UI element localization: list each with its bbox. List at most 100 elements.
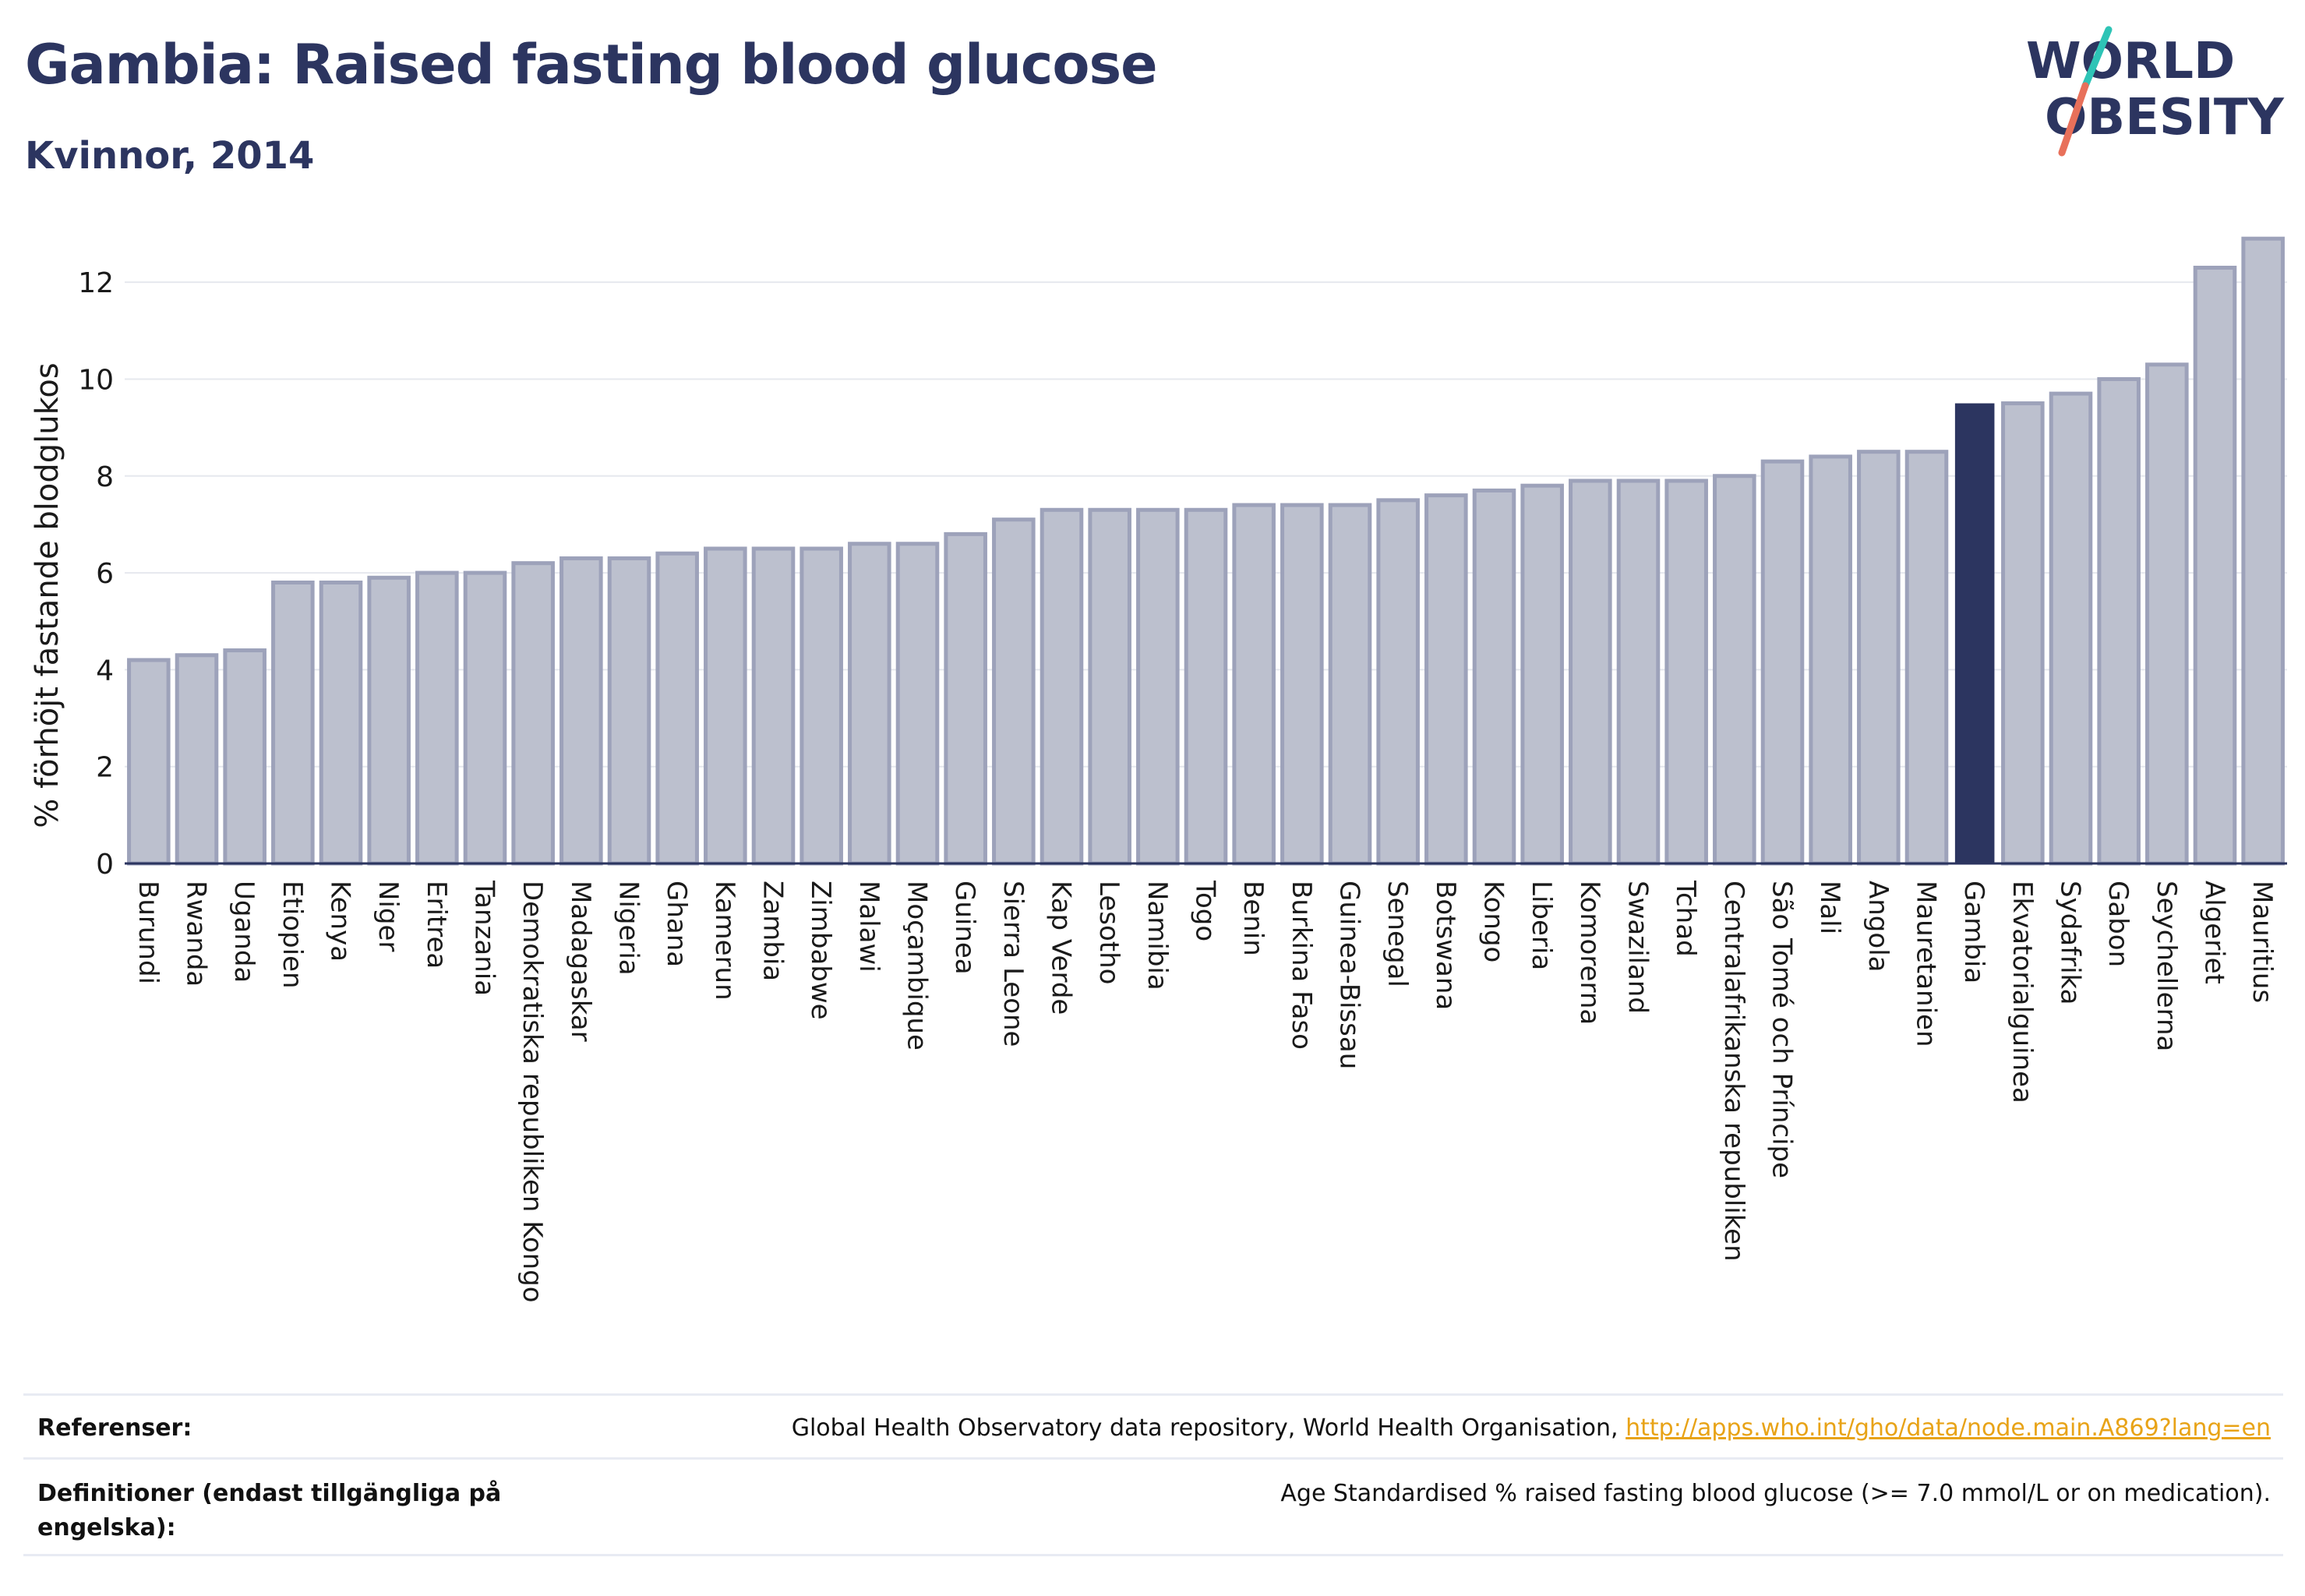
bar-sydafrika[interactable]	[2049, 391, 2093, 866]
bar-burkina-faso[interactable]	[1280, 503, 1324, 866]
bar-zambia[interactable]	[751, 546, 796, 866]
bar-togo[interactable]	[1184, 507, 1228, 866]
x-tick-label: Swaziland	[1622, 881, 1654, 1014]
x-tick-label: Senegal	[1382, 881, 1413, 987]
y-tick-label: 10	[78, 364, 114, 396]
bar-gabon[interactable]	[2097, 376, 2141, 866]
bar-kamerun[interactable]	[704, 546, 747, 866]
bar-madagaskar[interactable]	[559, 556, 603, 866]
bar-mauretanien[interactable]	[1904, 450, 1949, 866]
bar-swaziland[interactable]	[1616, 478, 1661, 866]
bar-niger[interactable]	[367, 575, 411, 866]
logo-slash-bottom	[2058, 82, 2089, 157]
bar-liberia[interactable]	[1520, 483, 1564, 866]
x-tick-label: Tanzania	[469, 880, 500, 996]
chart-subtitle: Kvinnor, 2014	[25, 134, 315, 178]
bar-sierra-leone[interactable]	[992, 517, 1036, 866]
bar-ekvatorialguinea[interactable]	[2001, 401, 2045, 866]
y-tick-label: 8	[96, 461, 114, 493]
bar-lesotho[interactable]	[1088, 507, 1131, 866]
bar-kenya[interactable]	[319, 581, 363, 866]
x-tick-label: Etiopien	[277, 881, 308, 989]
bar-rwanda[interactable]	[175, 653, 219, 866]
bar-guinea-bissau[interactable]	[1328, 503, 1372, 866]
x-tick-label: Burundi	[132, 881, 164, 984]
x-tick-label: Algeriet	[2199, 881, 2230, 984]
x-tick-label: Botswana	[1430, 881, 1461, 1010]
bar-demokratiska-republiken-kongo[interactable]	[511, 561, 555, 866]
bar-nigeria[interactable]	[607, 556, 651, 866]
y-tick-label: 0	[96, 849, 114, 881]
bar-angola[interactable]	[1857, 450, 1901, 866]
references-row: Referenser: Global Health Observatory da…	[23, 1393, 2283, 1460]
bar-malawi[interactable]	[848, 542, 891, 866]
bar-guinea[interactable]	[944, 531, 987, 866]
footer-bottom-border	[23, 1554, 2283, 1556]
y-tick-label: 6	[96, 558, 114, 590]
x-tick-label: Seychellerna	[2151, 881, 2182, 1051]
x-tick-label: Zimbabwe	[805, 881, 836, 1020]
x-tick-label: Burkina Faso	[1286, 881, 1317, 1050]
bar-chart: 0 2 4 6 8 10 12 Burundi Rwanda Uganda Etiopien Ken…	[30, 236, 2287, 1303]
bar-s-o-tom-och-pr-ncipe[interactable]	[1760, 459, 1805, 866]
bar-burundi[interactable]	[127, 658, 171, 866]
bar-ghana[interactable]	[655, 551, 699, 866]
bar-algeriet[interactable]	[2193, 266, 2237, 866]
x-tick-label: Liberia	[1526, 881, 1557, 970]
bar-tanzania[interactable]	[463, 570, 507, 866]
x-tick-label: Eritrea	[421, 881, 452, 969]
x-tick-label: Kap Verde	[1046, 881, 1077, 1015]
bar-botswana[interactable]	[1424, 493, 1468, 866]
logo-slash-top	[2081, 26, 2113, 90]
x-axis-labels: Burundi Rwanda Uganda Etiopien Kenya Niger Eri…	[132, 880, 2278, 1303]
x-tick-label: Sydafrika	[2055, 881, 2086, 1005]
x-tick-label: Mali	[1814, 881, 1845, 934]
x-tick-label: Kamerun	[709, 881, 740, 1001]
x-tick-label: Centralafrikanska republiken	[1718, 881, 1749, 1262]
bar-komorerna[interactable]	[1569, 478, 1612, 866]
bar-benin[interactable]	[1232, 503, 1276, 866]
x-tick-label: Komorerna	[1574, 881, 1605, 1025]
x-tick-label: Gabon	[2102, 881, 2134, 967]
x-tick-label: Kongo	[1478, 881, 1509, 962]
references-label: Referenser:	[37, 1414, 192, 1442]
y-tick-label: 2	[96, 752, 114, 784]
bar-etiopien[interactable]	[271, 581, 315, 866]
references-text-block: Global Health Observatory data repositor…	[792, 1411, 2271, 1446]
bar-gambia[interactable]	[1954, 403, 1995, 863]
y-tick-label: 4	[96, 655, 114, 687]
x-tick-label: Niger	[372, 881, 404, 952]
references-link[interactable]: http://apps.who.int/gho/data/node.main.A…	[1626, 1414, 2271, 1442]
definitions-row: Definitioner (endast tillgängliga på eng…	[23, 1457, 2283, 1556]
x-tick-label: Nigeria	[613, 881, 644, 976]
bar-kongo[interactable]	[1472, 488, 1516, 866]
x-tick-label: Guinea-Bissau	[1334, 881, 1365, 1069]
bar-mali[interactable]	[1809, 454, 1852, 866]
x-tick-label: Kenya	[325, 881, 356, 962]
bar-kap-verde[interactable]	[1040, 507, 1084, 866]
bar-mo-ambique[interactable]	[895, 542, 940, 866]
x-tick-label: Madagaskar	[565, 881, 596, 1042]
x-tick-label: Rwanda	[181, 881, 212, 987]
x-tick-label: Ghana	[661, 881, 692, 967]
bar-tchad[interactable]	[1664, 478, 1708, 866]
logo-word-obesity: OBESITY	[2045, 89, 2284, 147]
x-tick-label: Gambia	[1958, 881, 1989, 983]
references-text: Global Health Observatory data repositor…	[791, 1414, 1618, 1442]
bar-mauritius[interactable]	[2241, 236, 2285, 866]
bar-seychellerna[interactable]	[2145, 362, 2189, 866]
x-tick-label: Mauritius	[2247, 881, 2278, 1003]
y-tick-label: 12	[78, 267, 114, 299]
x-tick-label: Angola	[1862, 881, 1894, 972]
bar-centralafrikanska-republiken[interactable]	[1713, 474, 1756, 866]
definitions-text: Age Standardised % raised fasting blood …	[1280, 1480, 2271, 1507]
bar-uganda[interactable]	[223, 648, 267, 866]
x-tick-label: Uganda	[228, 881, 259, 983]
bar-namibia[interactable]	[1136, 507, 1180, 866]
x-tick-label: Lesotho	[1093, 881, 1124, 984]
x-tick-label: São Tomé och Príncipe	[1767, 881, 1798, 1178]
bar-zimbabwe[interactable]	[800, 546, 843, 866]
bar-eritrea[interactable]	[415, 570, 459, 866]
bar-senegal[interactable]	[1376, 498, 1420, 866]
chart-title: Gambia: Raised fasting blood glucose	[25, 33, 1158, 97]
